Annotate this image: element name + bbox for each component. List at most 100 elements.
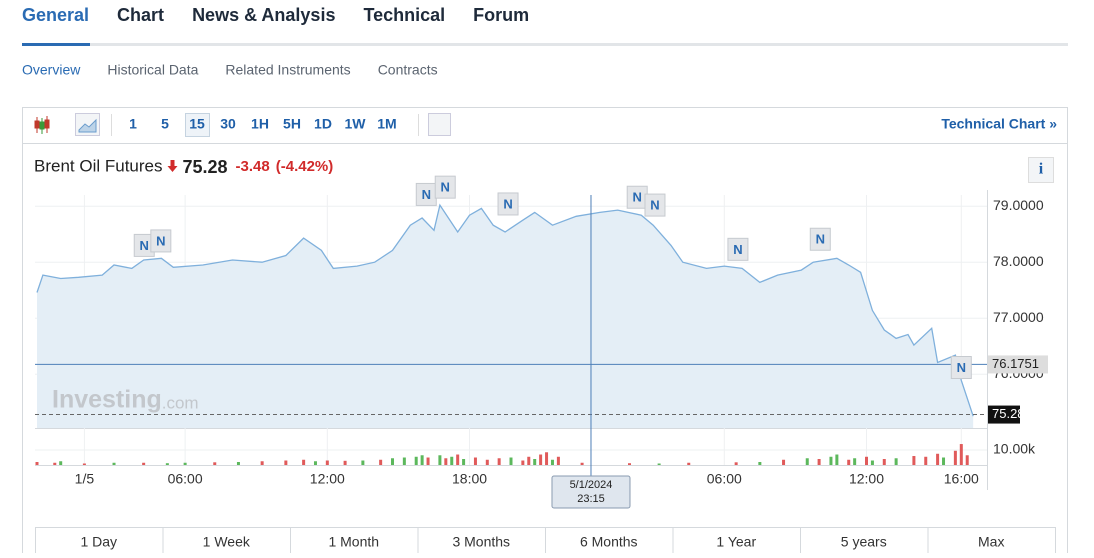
tab[interactable]: Chart xyxy=(117,5,164,25)
layout-icon[interactable] xyxy=(428,113,451,136)
volume-bar xyxy=(142,462,146,465)
volume-bar xyxy=(183,462,187,465)
price-line xyxy=(36,203,974,417)
volume-bar xyxy=(533,459,537,465)
volume-bar xyxy=(361,460,365,465)
candle-icon xyxy=(34,116,50,134)
news-marker-label: N xyxy=(441,180,450,195)
interval-button[interactable]: 5 xyxy=(161,116,169,132)
volume-bar xyxy=(539,454,543,465)
volume-bar xyxy=(236,462,240,465)
news-marker-label: N xyxy=(816,232,825,247)
volume-bar xyxy=(35,462,39,465)
tab[interactable]: Forum xyxy=(473,5,529,25)
volume-bar xyxy=(870,460,874,465)
volume-bar xyxy=(817,459,821,465)
area-icon-glyph xyxy=(78,118,97,133)
news-marker[interactable] xyxy=(809,227,831,251)
x-tick-label: 06:00 xyxy=(707,471,742,487)
subtab[interactable]: Related Instruments xyxy=(225,62,350,78)
volume-bar xyxy=(313,461,317,465)
x-tick-label: 18:00 xyxy=(452,471,487,487)
volume-bar xyxy=(782,459,786,465)
volume-bar xyxy=(882,459,886,465)
crosshair-x-label: 23:15 xyxy=(577,493,605,505)
news-marker[interactable] xyxy=(150,229,172,253)
crosshair-x-label: 5/1/2024 xyxy=(570,479,613,491)
last-price-badge xyxy=(988,405,1020,424)
x-tick-label: 06:00 xyxy=(168,471,203,487)
volume-bar xyxy=(260,461,264,465)
interval-button[interactable]: 30 xyxy=(220,116,236,132)
info-button[interactable] xyxy=(1028,157,1054,183)
volume-bar xyxy=(894,458,898,465)
volume-bar xyxy=(965,455,969,465)
interval-button[interactable]: 15 xyxy=(189,116,205,132)
chart-frame xyxy=(22,107,1068,558)
down-arrow xyxy=(167,160,178,172)
volume-bar xyxy=(213,462,217,465)
subtab[interactable]: Overview xyxy=(22,62,81,78)
volume-bar xyxy=(580,462,584,465)
news-marker-label: N xyxy=(422,187,431,202)
news-marker-label: N xyxy=(957,360,966,375)
crosshair-x-badge xyxy=(551,475,631,509)
news-marker[interactable] xyxy=(497,192,519,216)
volume-bar xyxy=(112,462,116,465)
watermark-suffix: .com xyxy=(162,393,199,412)
interval-active-bg xyxy=(185,113,210,137)
info-icon[interactable]: i xyxy=(1039,161,1044,178)
interval-button[interactable]: 1 xyxy=(129,116,137,132)
interval-button[interactable]: 1W xyxy=(345,116,367,132)
interval-button[interactable]: 1D xyxy=(314,116,332,132)
range-button-label: Max xyxy=(978,534,1004,550)
interval-button[interactable]: 1H xyxy=(251,116,269,132)
news-marker-label: N xyxy=(140,238,149,253)
tab[interactable]: Technical xyxy=(363,5,445,25)
news-marker[interactable] xyxy=(644,193,666,217)
volume-bar xyxy=(438,455,442,465)
watermark: Investing xyxy=(52,386,162,414)
news-marker-label: N xyxy=(633,190,642,205)
price: 75.28 xyxy=(183,157,228,177)
volume-bar xyxy=(284,460,288,465)
subtab[interactable]: Historical Data xyxy=(107,62,198,78)
news-marker[interactable] xyxy=(727,237,749,261)
tab[interactable]: News & Analysis xyxy=(192,5,335,25)
volume-bar xyxy=(165,463,169,465)
news-marker[interactable] xyxy=(950,356,972,380)
news-marker[interactable] xyxy=(434,175,456,199)
subtab[interactable]: Contracts xyxy=(378,62,438,78)
volume-bar xyxy=(657,463,661,465)
tab[interactable]: General xyxy=(22,5,89,25)
technical-chart-link[interactable]: Technical Chart » xyxy=(941,116,1057,132)
volume-bar xyxy=(444,458,448,465)
volume-bar xyxy=(556,456,560,465)
news-marker-label: N xyxy=(156,233,165,248)
volume-bar xyxy=(912,456,916,465)
range-button-label: 1 Week xyxy=(203,534,251,550)
volume-bar xyxy=(450,456,454,465)
volume-bar xyxy=(527,456,531,465)
volume-bar xyxy=(379,459,383,465)
last-price-label: 75.2800 xyxy=(992,406,1039,421)
volume-bar xyxy=(942,457,946,465)
volume-bar xyxy=(473,457,477,465)
range-button-label: 3 Months xyxy=(452,534,510,550)
range-button-label: 1 Day xyxy=(80,534,117,550)
volume-bar xyxy=(758,462,762,465)
volume-bar xyxy=(420,455,424,465)
interval-button[interactable]: 5H xyxy=(283,116,301,132)
volume-bar xyxy=(521,460,525,465)
volume-tick-label: 10.00k xyxy=(993,441,1036,457)
volume-bar xyxy=(847,459,851,465)
volume-bar xyxy=(936,453,940,465)
volume-bar xyxy=(426,457,430,465)
volume-bar xyxy=(391,458,394,465)
volume-bar xyxy=(497,458,501,465)
news-marker-label: N xyxy=(503,196,512,211)
x-tick-label: 16:00 xyxy=(944,471,979,487)
interval-button[interactable]: 1M xyxy=(377,116,396,132)
volume-bar xyxy=(456,454,460,465)
